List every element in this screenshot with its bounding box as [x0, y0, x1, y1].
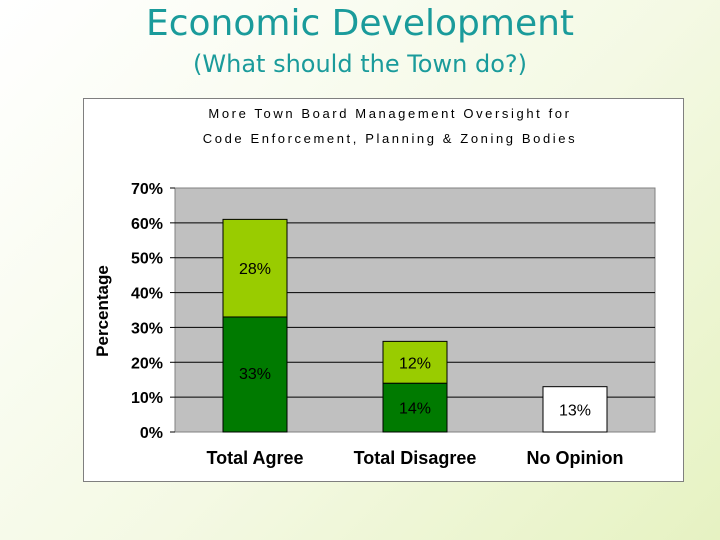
bar-segment [222, 316, 288, 433]
x-tick-label: No Opinion [527, 448, 624, 468]
x-axis-ticks: Total Agree Total Disagree No Opinion [206, 448, 623, 468]
slide-subtitle: (What should the Town do?) [193, 50, 527, 78]
data-label: 14% [399, 401, 431, 418]
y-tick-label: 10% [131, 390, 163, 407]
data-label: 28% [239, 261, 271, 278]
bar-chart: More Town Board Management Oversight for… [93, 106, 656, 468]
y-tick-label: 20% [131, 355, 163, 372]
y-tick-label: 70% [131, 181, 163, 198]
chart-frame: More Town Board Management Oversight for… [83, 98, 684, 482]
chart-title-line-2: Code Enforcement, Planning & Zoning Bodi… [203, 131, 577, 146]
y-tick-label: 40% [131, 286, 163, 303]
slide-title: Economic Development [145, 3, 575, 44]
bar-segment [382, 340, 448, 384]
y-axis-label: Percentage [93, 265, 112, 357]
data-label: 33% [239, 366, 271, 383]
chart-title-line-1: More Town Board Management Oversight for [208, 106, 571, 121]
y-axis-ticks: 0% 10% 20% 30% 40% 50% 60% 70% [131, 181, 175, 442]
bar-segment [222, 218, 288, 318]
y-tick-label: 0% [140, 425, 163, 442]
y-tick-label: 50% [131, 251, 163, 268]
bar-segment [542, 386, 608, 433]
bar-segment [382, 382, 448, 433]
data-label: 13% [559, 402, 591, 419]
bars: 33% 28% 14% 12% 13% [222, 218, 608, 433]
data-label: 12% [399, 355, 431, 372]
x-tick-label: Total Agree [206, 448, 303, 468]
y-tick-label: 60% [131, 216, 163, 233]
y-tick-label: 30% [131, 320, 163, 337]
x-tick-label: Total Disagree [354, 448, 477, 468]
